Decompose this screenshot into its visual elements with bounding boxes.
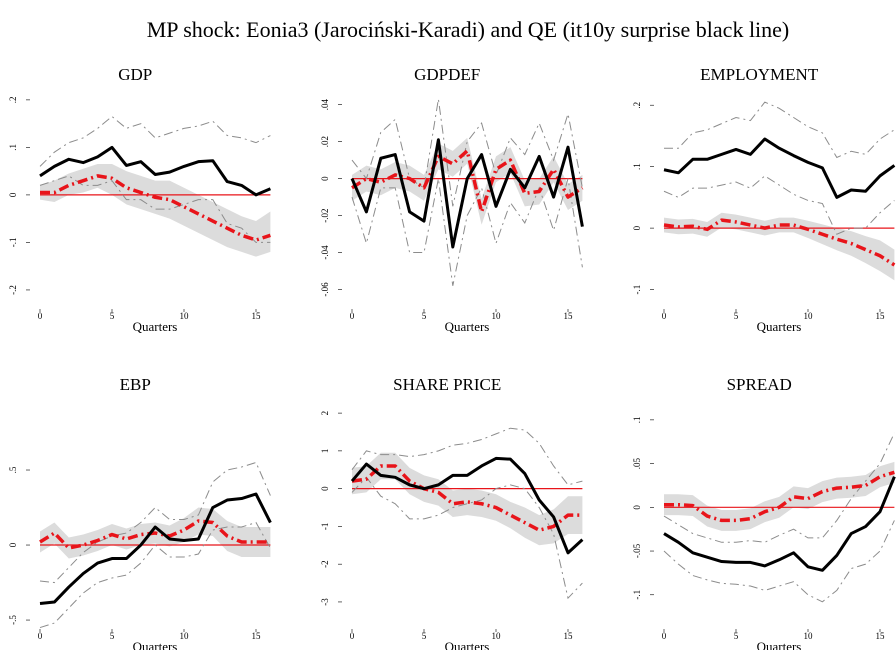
x-tick-label: 5 (422, 631, 427, 641)
y-tick-label: -.5 (8, 615, 18, 625)
ci-line (663, 175, 895, 235)
ci-line (39, 521, 271, 629)
x-axis-label: Quarters (445, 319, 490, 334)
panel-title: SPREAD (727, 375, 792, 394)
x-tick-label: 10 (804, 631, 814, 641)
y-tick-label: .04 (320, 99, 330, 111)
x-tick-label: 0 (350, 311, 355, 321)
x-tick-label: 5 (734, 631, 739, 641)
y-tick-label: .05 (632, 457, 642, 469)
x-tick-label: 10 (180, 311, 190, 321)
y-tick-label: -.05 (632, 543, 642, 558)
series-line (664, 470, 895, 523)
y-tick-label: -.1 (632, 285, 642, 295)
ci-line (351, 99, 583, 207)
chart-title: MP shock: Eonia3 (Jarociński-Karadi) and… (147, 17, 790, 42)
x-tick-label: 5 (110, 311, 115, 321)
x-tick-label: 5 (734, 311, 739, 321)
panel-title: EMPLOYMENT (700, 65, 819, 84)
y-tick-label: -.02 (320, 208, 330, 222)
ci-band (664, 212, 895, 281)
x-tick-label: 15 (252, 311, 262, 321)
x-tick-label: 10 (492, 631, 502, 641)
x-tick-label: 15 (564, 631, 574, 641)
series-line (351, 149, 584, 214)
x-axis-label: Quarters (757, 319, 802, 334)
y-tick-label: -.2 (8, 285, 18, 295)
y-tick-label: 0 (632, 505, 642, 510)
x-tick-label: 5 (110, 631, 115, 641)
series-line (39, 492, 272, 606)
y-tick-label: 0 (8, 192, 18, 197)
y-tick-label: .1 (632, 163, 642, 170)
y-tick-label: 2 (320, 411, 330, 416)
panel-title: GDP (118, 65, 152, 84)
series-line (39, 519, 271, 550)
x-tick-label: 5 (422, 311, 427, 321)
y-tick-label: -.1 (632, 590, 642, 600)
ci-line (39, 461, 271, 584)
y-tick-label: 0 (320, 486, 330, 491)
series-line (663, 476, 896, 572)
series-line (351, 464, 583, 532)
y-tick-label: 0 (8, 542, 18, 547)
series-line (350, 138, 584, 249)
x-tick-label: 0 (38, 311, 43, 321)
y-tick-label: .2 (8, 97, 18, 104)
ci-band (352, 137, 583, 225)
ci-line (39, 115, 271, 167)
x-axis-label: Quarters (445, 639, 490, 650)
y-tick-label: -.04 (320, 245, 330, 260)
x-tick-label: 10 (180, 631, 190, 641)
y-tick-label: .02 (320, 136, 330, 147)
ci-band (664, 461, 895, 531)
panel: SPREAD .1 .05 0 -.05 -.1 0 5 10 15 Quarters (632, 375, 896, 650)
panel: EBP .5 0 -.5 0 5 10 15 Quarters (8, 375, 272, 650)
ci-line (351, 427, 583, 486)
y-tick-label: -.06 (320, 282, 330, 297)
x-tick-label: 0 (662, 631, 667, 641)
y-tick-label: 0 (320, 176, 330, 181)
x-tick-label: 0 (350, 631, 355, 641)
panel-title: EBP (120, 375, 151, 394)
series-line (39, 145, 271, 197)
series-line (40, 174, 271, 242)
x-tick-label: 15 (876, 631, 886, 641)
ci-line (663, 432, 895, 543)
panel-title: GDPDEF (414, 65, 480, 84)
x-tick-label: 10 (492, 311, 502, 321)
y-tick-label: .1 (632, 416, 642, 423)
y-tick-label: .5 (8, 466, 18, 473)
series-line (663, 137, 896, 199)
ci-line (664, 101, 895, 159)
y-tick-label: 1 (320, 449, 330, 454)
x-axis-label: Quarters (133, 639, 178, 650)
ci-band (40, 164, 271, 257)
series-line (350, 456, 584, 555)
y-tick-label: -2 (320, 560, 330, 568)
x-tick-label: 15 (564, 311, 574, 321)
x-tick-label: 15 (252, 631, 262, 641)
panel: EMPLOYMENT .2 .1 0 -.1 0 5 10 15 Quarters (632, 65, 896, 334)
x-tick-label: 15 (876, 311, 886, 321)
panel: GDPDEF .04 .02 0 -.02 -.04 -.06 0 5 10 15 Quarters (320, 65, 584, 334)
x-axis-label: Quarters (133, 319, 178, 334)
y-tick-label: -.1 (8, 238, 18, 248)
x-tick-label: 0 (662, 311, 667, 321)
panel: GDP .2 .1 0 -.1 -.2 0 5 10 15 Quarters (8, 65, 271, 334)
ci-line (351, 178, 583, 286)
x-axis-label: Quarters (757, 639, 802, 650)
x-tick-label: 0 (38, 631, 43, 641)
y-tick-label: .1 (8, 144, 18, 151)
panel-title: SHARE PRICE (393, 375, 501, 394)
y-tick-label: -3 (320, 598, 330, 606)
y-tick-label: .2 (632, 102, 642, 109)
x-tick-label: 10 (804, 311, 814, 321)
y-tick-label: -1 (320, 523, 330, 531)
y-tick-label: 0 (632, 225, 642, 230)
